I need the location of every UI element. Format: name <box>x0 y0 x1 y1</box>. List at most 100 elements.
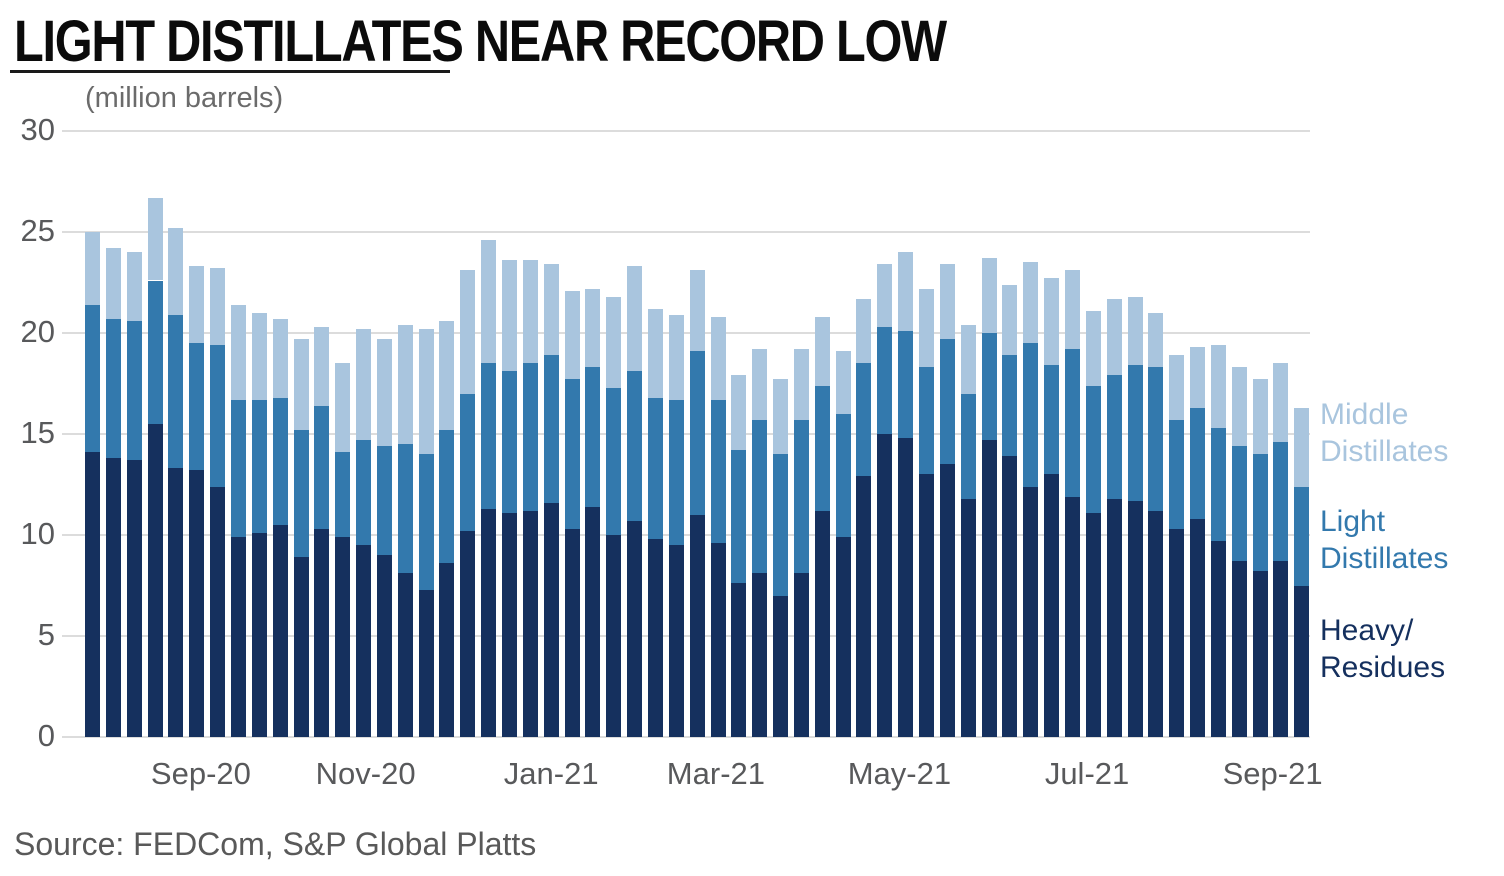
bar-segment-heavy-residues <box>147 423 163 737</box>
y-tick-label: 30 <box>20 112 55 147</box>
bar-segment-heavy-residues <box>689 514 705 737</box>
bar-segment-heavy-residues <box>105 458 121 737</box>
bar-segment-heavy-residues <box>210 486 226 737</box>
bar-segment-middle-distillates <box>168 227 184 315</box>
bar-segment-middle-distillates <box>1252 379 1268 455</box>
x-tick-label-nov-20: Nov-20 <box>315 756 416 791</box>
bar-segment-middle-distillates <box>1169 355 1185 420</box>
bar-segment-middle-distillates <box>1210 345 1226 428</box>
bar-segment-middle-distillates <box>1127 296 1143 366</box>
bar-segment-light-distillates <box>710 399 726 544</box>
bar-segment-light-distillates <box>1273 442 1289 562</box>
bar-segment-middle-distillates <box>793 349 809 420</box>
bar-segment-heavy-residues <box>356 545 372 737</box>
bar-segment-middle-distillates <box>397 324 413 445</box>
bar-segment-middle-distillates <box>773 379 789 455</box>
bar-segment-light-distillates <box>1064 349 1080 497</box>
bar-segment-light-distillates <box>210 345 226 487</box>
bar-segment-light-distillates <box>898 331 914 439</box>
bar-segment-heavy-residues <box>1064 496 1080 737</box>
bar-segment-light-distillates <box>919 367 934 475</box>
bar-segment-light-distillates <box>814 385 830 511</box>
bar-segment-middle-distillates <box>1273 363 1289 443</box>
legend-label-line: Middle <box>1320 398 1409 431</box>
title-underline-rule <box>10 70 450 73</box>
bar-segment-heavy-residues <box>939 464 955 737</box>
bar-segment-heavy-residues <box>919 474 934 737</box>
y-tick-label: 20 <box>20 314 55 349</box>
bar-segment-light-distillates <box>314 405 330 529</box>
legend-label-line: Distillates <box>1320 542 1449 575</box>
bar-segment-heavy-residues <box>1273 561 1289 737</box>
bar-segment-light-distillates <box>564 379 580 529</box>
bar-segment-light-distillates <box>1252 454 1268 572</box>
bar-segment-middle-distillates <box>230 304 246 400</box>
bar-segment-light-distillates <box>939 339 955 465</box>
bar-segment-light-distillates <box>335 452 351 538</box>
bar-segment-light-distillates <box>251 399 267 533</box>
bar-segment-heavy-residues <box>397 573 413 737</box>
bar-segment-heavy-residues <box>1148 510 1164 737</box>
bar-segment-middle-distillates <box>689 270 705 352</box>
bar-segment-middle-distillates <box>1064 270 1080 350</box>
bar-segment-heavy-residues <box>126 460 142 737</box>
bar-segment-middle-distillates <box>460 270 476 394</box>
bar-segment-light-distillates <box>105 318 121 459</box>
bar-segment-light-distillates <box>627 371 643 521</box>
bar-segment-middle-distillates <box>981 258 997 333</box>
bar-segment-light-distillates <box>793 419 809 574</box>
bar-segment-light-distillates <box>1044 365 1060 475</box>
x-tick-label-jan-21: Jan-21 <box>503 756 599 791</box>
bar-segment-light-distillates <box>543 355 559 503</box>
bar-segment-heavy-residues <box>647 539 663 737</box>
bar-segment-middle-distillates <box>522 260 538 364</box>
bar-segment-heavy-residues <box>335 537 351 737</box>
bar-segment-light-distillates <box>668 399 684 546</box>
bar-segment-middle-distillates <box>856 298 872 364</box>
bar-segment-middle-distillates <box>210 268 226 346</box>
bar-segment-light-distillates <box>272 397 288 525</box>
bar-segment-light-distillates <box>877 326 893 434</box>
bar-segment-middle-distillates <box>439 320 455 430</box>
bar-segment-middle-distillates <box>1231 367 1247 447</box>
legend-label-line: Heavy/ <box>1320 614 1414 647</box>
x-tick-label-sep-20: Sep-20 <box>150 756 251 791</box>
bar-segment-light-distillates <box>981 333 997 441</box>
bar-segment-heavy-residues <box>439 563 455 737</box>
bar-segment-heavy-residues <box>856 476 872 737</box>
bar-segment-heavy-residues <box>1023 486 1039 737</box>
bar-segment-middle-distillates <box>335 363 351 453</box>
bar-segment-middle-distillates <box>293 339 309 430</box>
bar-segment-heavy-residues <box>1190 518 1206 737</box>
x-axis: Sep-20 Nov-20 Jan-21 Mar-21 May-21 Jul-21 Sep-… <box>62 756 1323 796</box>
x-tick-label-jul-21: Jul-21 <box>1044 756 1130 791</box>
bar-segment-light-distillates <box>960 393 976 499</box>
x-tick-label-sep-21: Sep-21 <box>1222 756 1323 791</box>
bar-segment-heavy-residues <box>543 502 559 737</box>
gridline-y10 <box>62 534 1310 536</box>
gridline-y0 <box>62 736 1310 738</box>
bar-segment-heavy-residues <box>314 528 330 737</box>
bar-segment-heavy-residues <box>251 532 267 737</box>
bar-segment-light-distillates <box>585 367 601 507</box>
y-tick-label: 0 <box>37 718 55 753</box>
bar-segment-middle-distillates <box>251 312 267 400</box>
bar-segment-light-distillates <box>1231 446 1247 562</box>
bar-segment-light-distillates <box>168 314 184 469</box>
bar-segment-heavy-residues <box>1085 512 1101 737</box>
bar-segment-heavy-residues <box>564 528 580 737</box>
bar-segment-light-distillates <box>230 399 246 538</box>
bar-segment-middle-distillates <box>543 264 559 356</box>
bar-segment-middle-distillates <box>105 248 121 319</box>
bar-segment-heavy-residues <box>814 510 830 737</box>
bar-segment-light-distillates <box>1294 486 1310 586</box>
bar-segment-middle-distillates <box>877 264 893 327</box>
y-tick-label: 25 <box>20 213 55 248</box>
bar-segment-heavy-residues <box>585 506 601 737</box>
bar-segment-heavy-residues <box>1127 500 1143 737</box>
bar-segment-heavy-residues <box>752 573 768 737</box>
bar-segment-middle-distillates <box>356 328 372 441</box>
bar-segment-middle-distillates <box>814 316 830 386</box>
bar-segment-heavy-residues <box>189 470 205 737</box>
